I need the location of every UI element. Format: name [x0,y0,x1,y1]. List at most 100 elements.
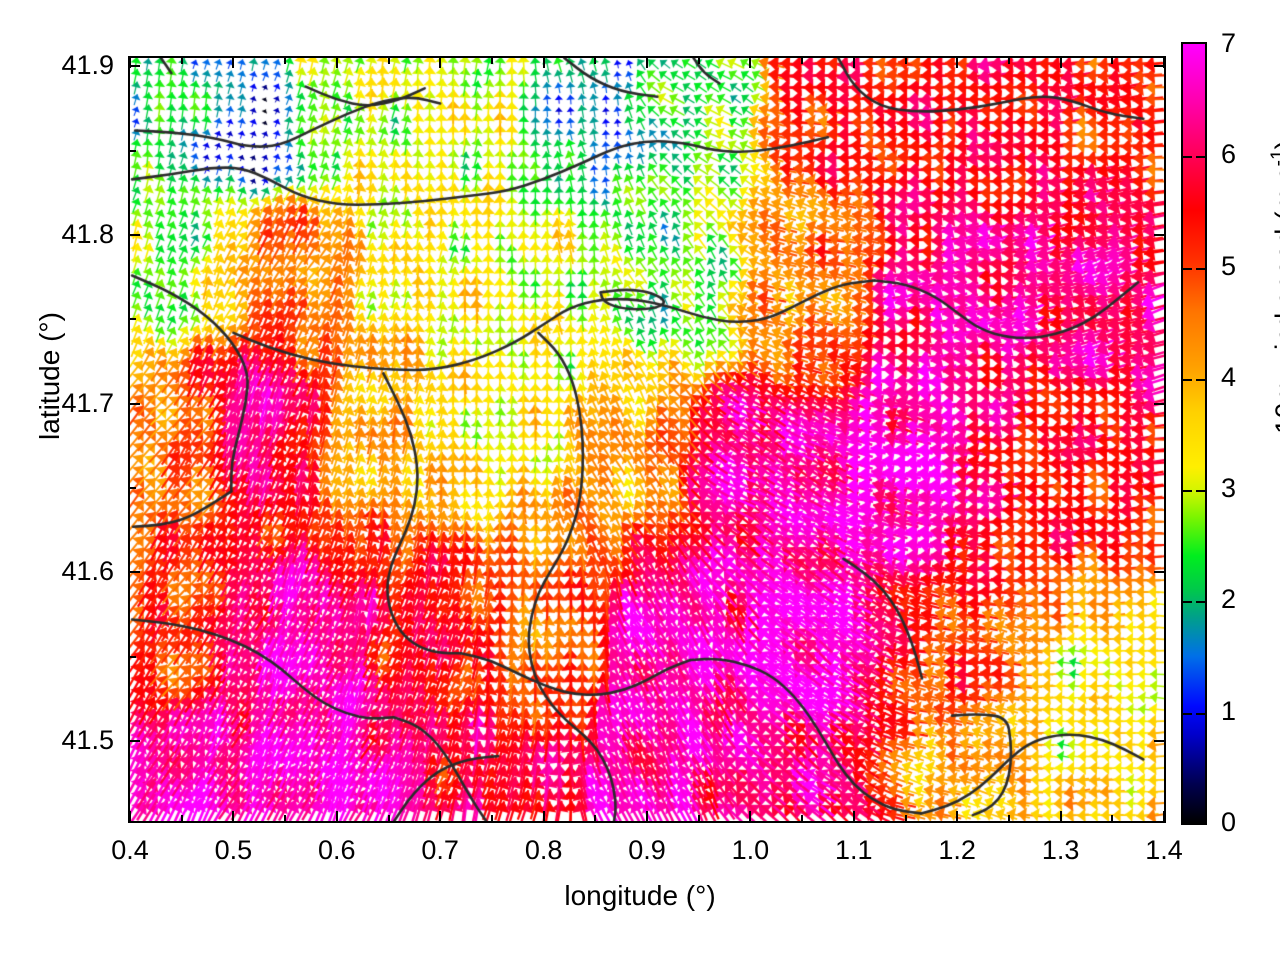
x-axis-minor-tickmark-top [387,58,390,64]
x-axis-minor-tickmark-top [594,58,597,64]
x-axis-minor-tickmark-top [180,58,183,64]
y-axis-tickmark-right [1154,234,1164,237]
x-axis-tick-label: 0.6 [318,835,356,865]
y-axis-tick-label: 41.9 [61,50,114,81]
x-axis-minor-tickmark-top [1111,58,1114,64]
colorbar-tickmark [1196,712,1205,715]
y-axis-tick-label: 41.8 [61,219,114,250]
x-axis-tickmark-top [439,58,442,68]
colorbar-tickmark [1183,601,1192,604]
colorbar-tick-label: 6 [1221,139,1237,170]
x-axis-tickmark-top [749,58,752,68]
x-axis-tickmark-top [335,58,338,68]
x-axis-minor-tickmark [284,815,287,821]
x-axis-tickmark-top [956,58,959,68]
x-axis-tickmark [129,811,131,821]
colorbar-tick-label: 2 [1221,584,1237,615]
x-axis-minor-tickmark [1007,815,1010,821]
y-axis-tickmark [130,739,140,742]
y-axis-tickmark [130,234,140,237]
x-axis-minor-tickmark [801,815,804,821]
colorbar-gradient [1183,44,1205,823]
x-axis-tick-label: 0.4 [111,835,149,865]
x-axis-tick-label: 0.9 [628,835,666,865]
x-axis-tickmark [542,811,545,821]
colorbar-tickmark [1183,267,1192,270]
x-axis-minor-tickmark-top [284,58,287,64]
y-axis-tick-label: 41.5 [61,724,114,755]
plot-area [128,56,1166,823]
colorbar-tick-label: 3 [1221,473,1237,504]
x-axis-tickmark-top [646,58,648,68]
colorbar-tickmark [1183,378,1192,381]
y-axis-tick-label: 41.7 [61,387,114,418]
x-axis-tickmark [749,811,752,821]
colorbar-tickmark [1183,712,1192,715]
x-axis-tick-label: 1.0 [731,835,770,865]
x-axis-minor-tickmark [387,815,390,821]
colorbar-tickmark [1183,156,1192,159]
colorbar-tickmark [1196,156,1205,159]
y-axis-minor-tickmark [130,318,136,321]
x-axis-tickmark [335,811,338,821]
x-axis-minor-tickmark [1111,815,1114,821]
x-axis-tick-label: 1.3 [1041,835,1080,865]
x-axis-minor-tickmark [904,815,907,821]
x-axis-tick-label: 0.8 [524,835,563,865]
colorbar-tick-label: 7 [1221,28,1237,58]
colorbar-tick-label: 1 [1221,695,1237,726]
x-axis-tickmark-top [852,58,855,68]
x-axis-minor-tickmark-top [801,58,804,64]
x-axis-tickmark-top [1163,58,1165,68]
x-axis-minor-tickmark-top [1007,58,1010,64]
colorbar-tickmark [1196,378,1205,381]
y-axis-tickmark-right [1154,402,1164,405]
x-axis-tickmark [1163,811,1165,821]
x-axis-tickmark [646,811,648,821]
x-axis-tickmark [232,811,235,821]
x-axis-tickmark-top [129,58,131,68]
x-axis-tickmark [852,811,855,821]
x-axis-tick-label: 0.5 [214,835,253,865]
x-axis-minor-tickmark-top [904,58,907,64]
x-axis-tick-label: 1.2 [938,835,976,865]
y-axis-tick-label: 41.6 [61,556,114,587]
y-axis-title: latitude (°) [34,312,65,440]
x-axis-tickmark [1059,811,1062,821]
x-axis-minor-tickmark-top [490,58,493,64]
wind-vector-field-canvas [130,58,1164,821]
x-axis-tick-label: 0.7 [421,835,459,865]
x-axis-tick-label: 1.1 [835,835,873,865]
y-axis-tickmark-right [1154,571,1164,574]
y-axis-tickmark-right [1154,65,1164,68]
colorbar-tickmark [1196,490,1205,493]
colorbar-unit-exponent: -1 [1268,149,1280,167]
x-axis-minor-tickmark [594,815,597,821]
x-axis-minor-tickmark [490,815,493,821]
x-axis-title: longitude (°) [564,880,716,911]
y-axis-tickmark [130,571,140,574]
y-axis-minor-tickmark [130,486,136,489]
x-axis-tickmark [956,811,959,821]
x-axis-tickmark-top [1059,58,1062,68]
y-axis-minor-tickmark [130,655,136,658]
x-axis-tickmark [439,811,442,821]
x-axis-tickmark-top [232,58,235,68]
y-axis-tickmark-right [1154,739,1164,742]
x-axis-tick-label: 1.4 [1145,835,1183,865]
x-axis-minor-tickmark-top [697,58,700,64]
colorbar-tickmark [1196,267,1205,270]
colorbar [1181,42,1207,825]
colorbar-tick-label: 0 [1221,807,1237,837]
x-axis-minor-tickmark [180,815,183,821]
y-axis-minor-tickmark [130,149,136,152]
colorbar-tickmark [1196,601,1205,604]
colorbar-title: 10m-wind speed (m s-1) [1268,140,1280,434]
y-axis-tickmark [130,65,140,68]
colorbar-tickmark [1183,490,1192,493]
x-axis-tickmark-top [542,58,545,68]
x-axis-minor-tickmark [697,815,700,821]
colorbar-tick-label: 4 [1221,361,1237,392]
y-axis-tickmark [130,402,140,405]
